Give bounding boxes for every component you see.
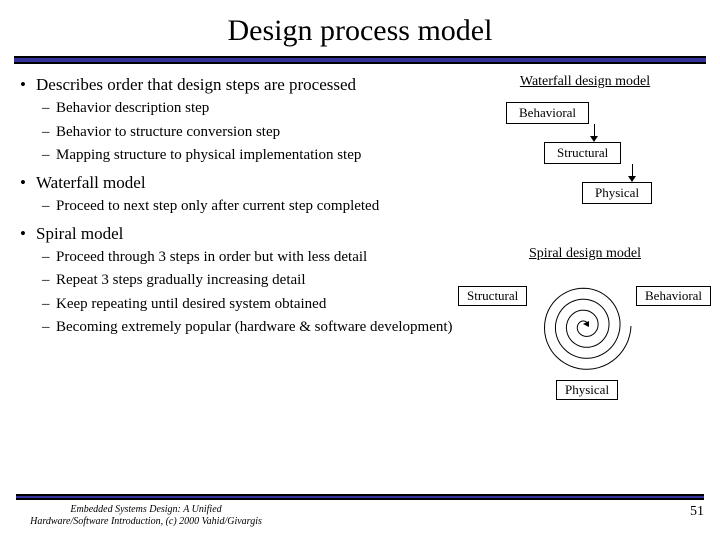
footer-line1: Embedded Systems Design: A Unified <box>70 504 221 515</box>
slide-title: Design process model <box>0 0 720 56</box>
waterfall-arrowhead <box>590 136 598 142</box>
waterfall-arrow <box>632 164 633 176</box>
waterfall-arrowhead <box>628 176 636 182</box>
bullet-subitem: Behavior to structure conversion step <box>16 123 466 143</box>
waterfall-box-physical: Physical <box>582 182 652 204</box>
bullet-subitem: Repeat 3 steps gradually increasing deta… <box>16 271 466 291</box>
spiral-diagram: Structural Behavioral Physical <box>466 268 704 418</box>
diagram-column: Waterfall design model Behavioral Struct… <box>466 74 704 418</box>
bullet-subitem: Proceed to next step only after current … <box>16 197 466 217</box>
spiral-label-physical: Physical <box>556 380 618 400</box>
footer: Embedded Systems Design: A Unified Hardw… <box>0 494 720 528</box>
bullet-subitem: Mapping structure to physical implementa… <box>16 146 466 166</box>
spiral-title: Spiral design model <box>466 246 704 262</box>
page-number: 51 <box>690 504 704 520</box>
footer-rule <box>16 494 704 500</box>
spiral-label-structural: Structural <box>458 286 527 306</box>
bullet-column: Describes order that design steps are pr… <box>16 74 466 418</box>
spiral-label-behavioral: Behavioral <box>636 286 711 306</box>
content-area: Describes order that design steps are pr… <box>0 74 720 418</box>
waterfall-arrow <box>594 124 595 136</box>
bullet-item: Waterfall model <box>16 172 466 193</box>
waterfall-box-structural: Structural <box>544 142 621 164</box>
footer-line2: Hardware/Software Introduction, (c) 2000… <box>30 516 262 527</box>
bullet-item: Spiral model <box>16 223 466 244</box>
waterfall-diagram: Behavioral Structural Physical <box>466 96 704 236</box>
bullet-list: Describes order that design steps are pr… <box>16 74 466 338</box>
bullet-subitem: Becoming extremely popular (hardware & s… <box>16 318 466 338</box>
spiral-svg <box>530 276 640 380</box>
bullet-subitem: Proceed through 3 steps in order but wit… <box>16 248 466 268</box>
waterfall-title: Waterfall design model <box>466 74 704 90</box>
bullet-item: Describes order that design steps are pr… <box>16 74 466 95</box>
bullet-subitem: Keep repeating until desired system obta… <box>16 295 466 315</box>
bullet-subitem: Behavior description step <box>16 99 466 119</box>
footer-citation: Embedded Systems Design: A Unified Hardw… <box>16 504 276 528</box>
title-rule <box>14 56 706 64</box>
waterfall-box-behavioral: Behavioral <box>506 102 589 124</box>
